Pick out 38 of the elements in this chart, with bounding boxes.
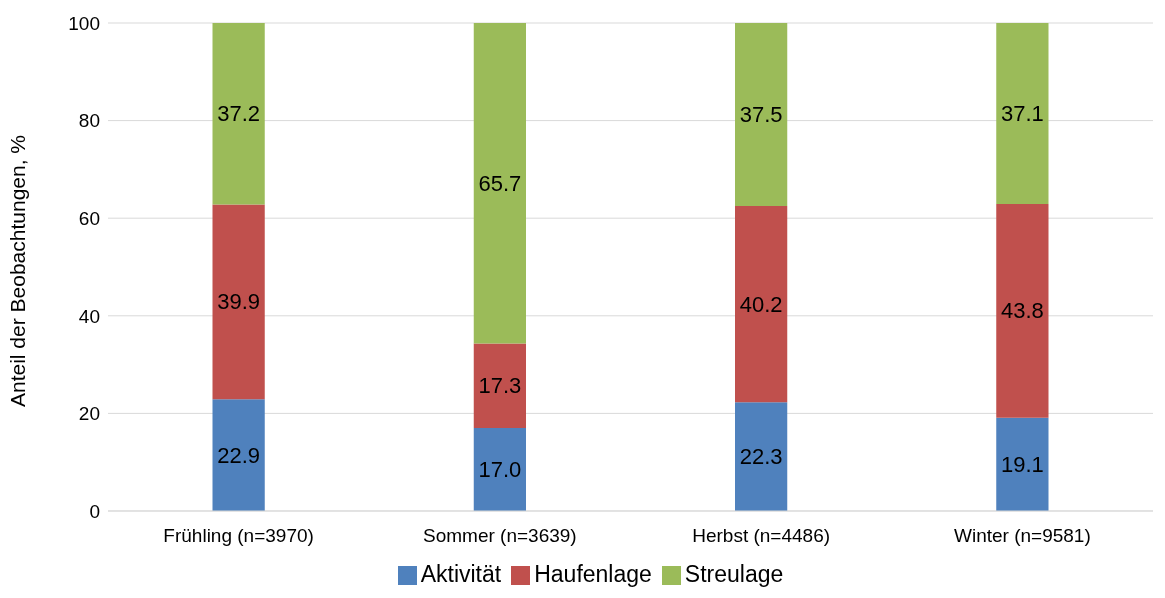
y-axis-title: Anteil der Beobachtungen, % [6, 134, 30, 407]
data-label: 22.3 [739, 444, 783, 470]
y-tick-label: 40 [78, 305, 100, 327]
legend-label: Aktivität [420, 561, 502, 587]
bar [473, 343, 526, 429]
legend-label: Streulage [684, 561, 784, 587]
data-label: 37.2 [217, 101, 261, 127]
bar [473, 428, 526, 511]
y-tick-label: 20 [78, 403, 100, 425]
x-tick-label: Herbst (n=4486) [692, 525, 831, 547]
data-label: 37.5 [739, 102, 783, 127]
data-label: 43.8 [1000, 298, 1044, 324]
data-label: 17.0 [478, 457, 522, 483]
data-label: 65.7 [478, 170, 522, 196]
bar [996, 417, 1049, 511]
bar [735, 206, 788, 403]
bar [212, 399, 265, 511]
bar [996, 23, 1049, 205]
x-tick-label: Sommer (n=3639) [423, 525, 577, 547]
bar [735, 402, 788, 511]
x-tick-label: Frühling (n=3970) [163, 525, 314, 547]
data-label: 39.9 [217, 289, 261, 315]
data-label: 19.1 [1000, 451, 1044, 477]
data-label: 40.2 [739, 291, 783, 317]
data-label: 22.9 [217, 442, 261, 468]
bar [735, 23, 788, 206]
bar [212, 23, 265, 205]
x-tick-label: Winter (n=9581) [953, 525, 1091, 547]
y-tick-label: 0 [89, 500, 100, 522]
y-tick-label: 60 [78, 207, 100, 229]
data-label: 37.1 [1000, 101, 1044, 127]
bar [996, 204, 1049, 418]
y-tick-label: 80 [78, 110, 100, 132]
data-label: 17.3 [478, 373, 522, 399]
legend-label: Haufenlage [534, 561, 652, 587]
bar [473, 23, 526, 344]
y-tick-label: 100 [68, 12, 100, 34]
bar [212, 204, 265, 400]
